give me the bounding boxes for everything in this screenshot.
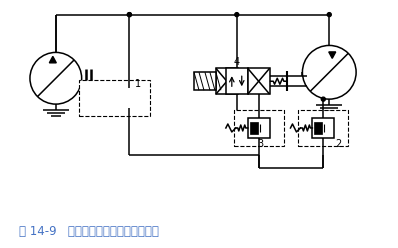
Bar xyxy=(234,110,283,146)
Bar xyxy=(248,68,269,94)
Text: 2: 2 xyxy=(335,139,341,149)
Bar xyxy=(248,118,269,138)
Circle shape xyxy=(127,13,131,17)
Text: 4: 4 xyxy=(234,57,240,67)
Bar xyxy=(121,92,129,104)
Bar xyxy=(298,110,348,146)
Circle shape xyxy=(321,97,325,101)
Bar xyxy=(216,68,238,94)
Bar xyxy=(194,72,216,90)
Bar xyxy=(79,80,150,116)
Text: 1: 1 xyxy=(135,79,141,89)
Bar xyxy=(119,88,140,108)
Bar xyxy=(226,68,248,94)
Bar xyxy=(250,122,258,134)
Circle shape xyxy=(327,13,331,17)
Polygon shape xyxy=(329,52,336,58)
Circle shape xyxy=(127,13,131,17)
Bar xyxy=(81,93,89,103)
Circle shape xyxy=(235,13,239,17)
Text: 图 14-9   用溢流阀的液压马达制动回路: 图 14-9 用溢流阀的液压马达制动回路 xyxy=(19,225,159,238)
Text: 3: 3 xyxy=(258,139,264,149)
Polygon shape xyxy=(49,56,56,63)
Bar xyxy=(312,118,334,138)
Bar xyxy=(314,122,322,134)
